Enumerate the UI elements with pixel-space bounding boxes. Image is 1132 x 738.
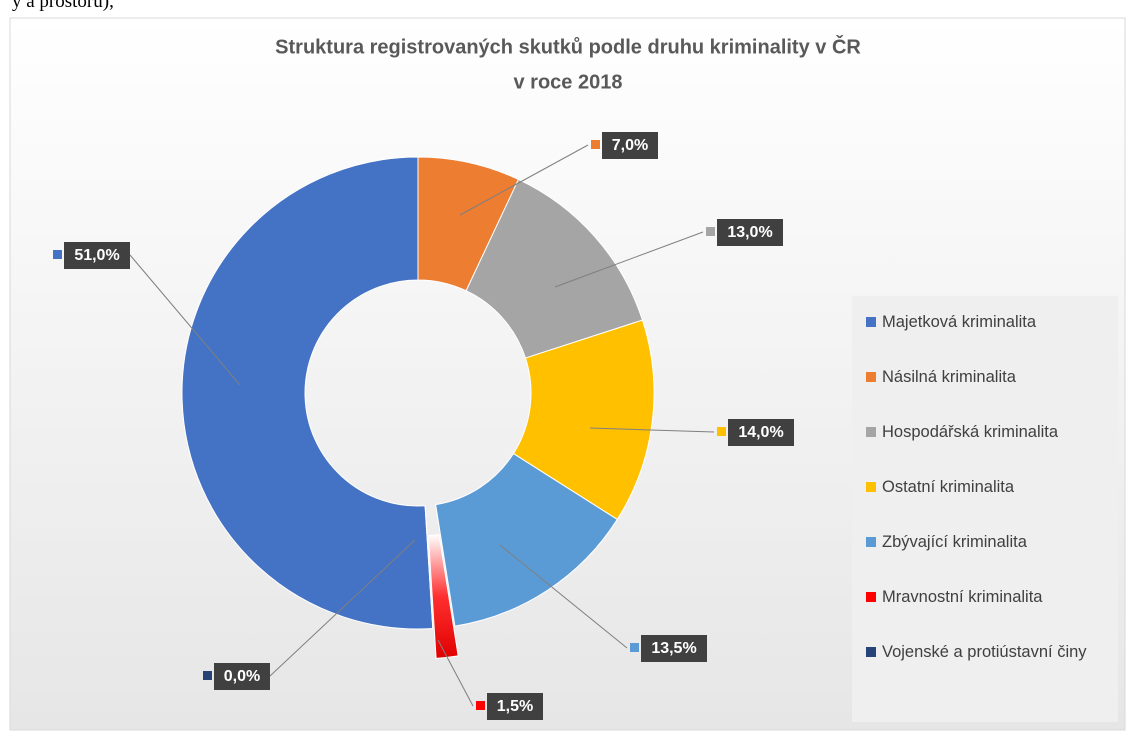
label-key [706,227,715,236]
legend-label: Majetková kriminalita [882,313,1037,331]
label-box [487,693,543,720]
label-box [641,635,707,662]
cropped-text: y a prostoru), [12,0,114,12]
data-label: 13,5% [651,640,696,657]
label-key [591,140,600,149]
legend-item: Hospodářská kriminalita [866,417,1112,447]
legend-label: Zbývající kriminalita [882,533,1027,551]
leader-line [129,254,241,386]
label-box [728,419,794,446]
label-key [203,671,212,680]
label-key [53,250,62,259]
leader-line [437,639,474,707]
data-label: 51,0% [74,247,119,264]
data-label: 1,5% [497,698,533,715]
legend-swatch [866,647,876,657]
data-label: 13,0% [727,224,772,241]
label-key [476,701,485,710]
legend-label: Násilná kriminalita [882,368,1016,386]
chart-title: v roce 2018 [514,71,623,93]
legend-item: Ostatní kriminalita [866,472,1112,502]
donut-slice [427,533,459,659]
leader-line [554,231,704,288]
label-key [717,427,726,436]
donut-slice [181,156,434,630]
legend-swatch [866,482,876,492]
data-label: 7,0% [612,137,648,154]
label-box [214,663,270,690]
legend-item: Vojenské a protiústavní činy [866,637,1112,667]
legend-swatch [866,537,876,547]
leader-line [499,544,628,649]
legend-swatch [866,592,876,602]
legend: Majetková kriminalita Násilná kriminalita… [852,296,1118,722]
legend-swatch [866,427,876,437]
label-box [64,242,130,269]
label-box [602,132,658,159]
legend-swatch [866,372,876,382]
chart-title: Struktura registrovaných skutků podle dr… [275,34,861,58]
legend-label: Mravnostní kriminalita [882,588,1043,606]
donut-slice [465,178,644,359]
legend-swatch [866,317,876,327]
label-key [630,643,639,652]
data-label: 14,0% [738,424,783,441]
legend-item: Majetková kriminalita [866,307,1112,337]
legend-label: Ostatní kriminalita [882,478,1015,496]
legend-label: Vojenské a protiústavní činy [882,643,1087,661]
leader-line [269,539,416,677]
data-label: 0,0% [224,668,260,685]
legend-item: Zbývající kriminalita [866,527,1112,557]
legend-item: Mravnostní kriminalita [866,582,1112,612]
donut-slice [512,319,655,521]
legend-item: Násilná kriminalita [866,362,1112,392]
donut-slice [435,452,618,627]
leader-line [459,144,589,216]
leader-line [589,427,715,433]
legend-label: Hospodářská kriminalita [882,423,1059,441]
label-box [717,219,783,246]
